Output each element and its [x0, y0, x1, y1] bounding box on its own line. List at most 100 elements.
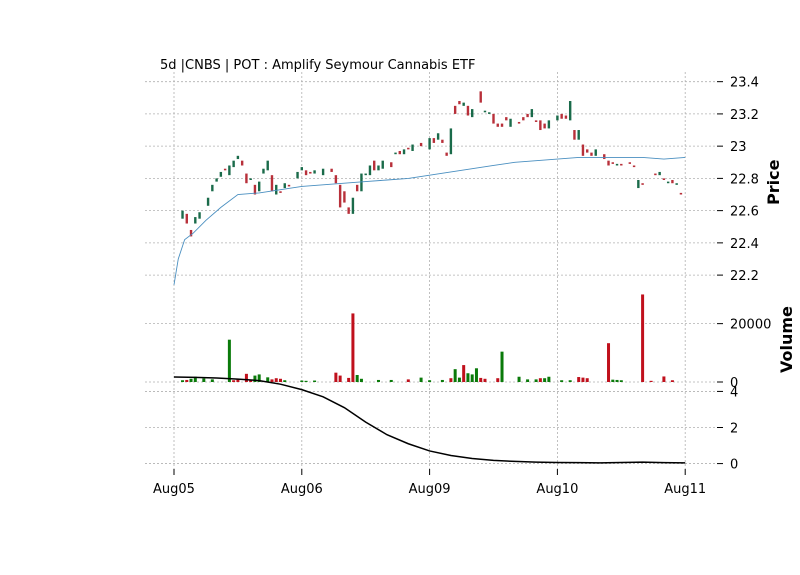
candle: [232, 160, 235, 168]
candle: [287, 184, 291, 187]
candle: [517, 121, 521, 124]
volume-bar: [449, 378, 453, 382]
candle: [458, 101, 461, 105]
candle: [215, 178, 218, 182]
candle: [564, 115, 568, 119]
x-tick-label: Aug09: [409, 482, 451, 497]
volume-bar: [517, 376, 521, 382]
candle: [445, 152, 448, 156]
candle: [679, 192, 683, 195]
volume-bar: [615, 379, 619, 382]
candle: [577, 130, 580, 140]
candle: [500, 123, 504, 127]
volume-bar: [202, 378, 206, 382]
candle: [313, 170, 316, 174]
price-y-tick-label: 22.8: [730, 172, 759, 187]
candle: [496, 123, 499, 127]
candle: [462, 102, 465, 106]
candle: [347, 207, 350, 214]
candle: [590, 152, 593, 156]
candle: [432, 138, 436, 143]
x-tick-label: Aug06: [281, 482, 323, 497]
candle: [377, 165, 380, 171]
candle: [402, 149, 406, 155]
volume-bar: [313, 380, 317, 382]
candle: [236, 155, 240, 160]
oscillator-line: [173, 376, 686, 464]
candle: [471, 109, 474, 118]
volume-bar: [607, 343, 611, 382]
volume-bar: [227, 339, 231, 382]
candle: [607, 160, 610, 166]
candle: [560, 113, 563, 119]
volume-bar: [279, 378, 282, 382]
candle: [539, 120, 542, 131]
candle: [373, 160, 376, 171]
volume-bar: [210, 379, 214, 382]
volume-bar: [257, 374, 261, 382]
volume-bar: [236, 379, 240, 382]
candle: [568, 101, 572, 121]
volume-bar: [266, 377, 270, 382]
candle: [505, 117, 508, 121]
volume-panel: [181, 294, 674, 382]
candle: [228, 165, 231, 176]
volume-bar: [534, 379, 538, 382]
candle: [270, 175, 274, 192]
volume-bar: [619, 380, 623, 382]
candle: [534, 120, 538, 122]
candle: [620, 163, 623, 166]
volume-bar: [274, 378, 278, 382]
volume-bar: [526, 379, 530, 382]
candle: [185, 213, 188, 224]
price-axis-title: Price: [764, 159, 783, 205]
candle: [586, 149, 589, 153]
candle: [368, 165, 372, 176]
volume-bar: [470, 374, 474, 382]
candle: [611, 162, 614, 164]
volume-bar: [406, 379, 410, 382]
candle: [428, 138, 431, 150]
candle: [194, 217, 197, 224]
candle: [206, 197, 210, 206]
volume-bar: [389, 379, 393, 382]
volume-bar: [300, 380, 304, 382]
volume-bar: [428, 380, 432, 382]
volume-y-tick-label: 20000: [730, 318, 771, 333]
volume-bar: [581, 377, 585, 382]
candle: [594, 149, 597, 156]
candle: [240, 160, 244, 166]
volume-bar: [462, 365, 466, 382]
candle: [547, 120, 551, 129]
candle: [407, 147, 410, 150]
candle: [262, 168, 265, 174]
volume-bar: [585, 378, 589, 382]
volume-axis-title: Volume: [777, 306, 796, 373]
oscillator-panel: [173, 376, 686, 464]
candle: [615, 163, 619, 166]
volume-bar: [662, 376, 666, 382]
candle: [543, 123, 546, 129]
candle: [441, 139, 444, 143]
candle: [479, 91, 482, 103]
price-y-tick-label: 23.2: [730, 108, 759, 123]
candle: [189, 229, 193, 237]
volume-bar: [453, 369, 457, 382]
volume-bar: [347, 377, 351, 382]
volume-bar: [244, 373, 248, 382]
candle: [556, 115, 559, 121]
candle: [181, 210, 184, 219]
candle: [219, 171, 223, 177]
candle: [211, 184, 214, 192]
candle: [436, 133, 440, 140]
candle: [637, 180, 640, 189]
candle: [666, 181, 670, 184]
candle: [662, 178, 666, 180]
moving-average-line: [173, 156, 686, 285]
volume-bar: [547, 376, 551, 382]
candle: [526, 113, 529, 118]
candle: [641, 183, 644, 185]
price-y-tick-label: 22.4: [730, 237, 759, 252]
volume-bar: [670, 380, 674, 382]
volume-bar: [641, 294, 645, 382]
